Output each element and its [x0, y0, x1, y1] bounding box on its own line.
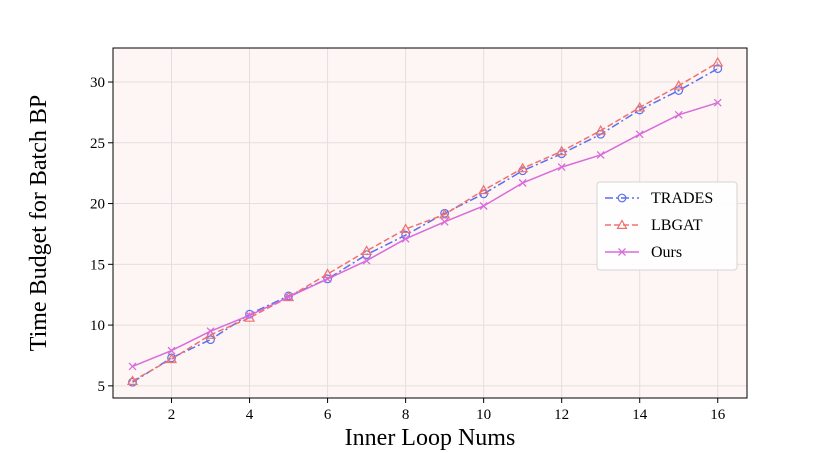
y-tick-label: 25 [90, 136, 105, 152]
data-point [674, 110, 683, 119]
series-line-lbgat [132, 61, 719, 382]
data-point [128, 362, 137, 371]
y-axis-ticks: 5 10 15 20 25 30 [90, 75, 113, 395]
legend-label: LBGAT [651, 217, 703, 234]
y-tick-label: 5 [98, 379, 106, 395]
data-point [595, 124, 607, 135]
data-point [323, 274, 332, 284]
data-point [557, 163, 566, 172]
legend-item-ours: Ours [605, 244, 682, 261]
y-axis-label: Time Budget for Batch BP [26, 95, 52, 351]
x-tick-label: 2 [168, 407, 176, 423]
x-tick-label: 8 [402, 407, 410, 423]
y-tick-label: 30 [90, 75, 105, 91]
legend-label: TRADES [651, 190, 713, 207]
legend: TRADES LBGAT Ours [596, 181, 738, 271]
data-point [126, 375, 139, 385]
data-point [284, 293, 293, 302]
data-point [167, 346, 176, 355]
x-tick-label: 14 [632, 407, 648, 423]
data-point [479, 202, 488, 210]
x-tick-label: 6 [324, 407, 332, 423]
data-point [713, 98, 722, 107]
data-point [401, 234, 410, 243]
data-point [245, 311, 254, 320]
legend-marker [616, 219, 628, 229]
data-point [322, 268, 334, 279]
data-point [440, 217, 449, 226]
data-point [634, 101, 646, 112]
series-ours [128, 98, 722, 371]
legend-item-trades: TRADES [605, 190, 713, 207]
data-point [673, 79, 685, 90]
data-point [712, 56, 724, 67]
y-tick-label: 15 [90, 257, 105, 273]
y-tick-label: 10 [90, 318, 105, 334]
legend-marker [617, 193, 627, 203]
data-point [518, 178, 527, 187]
data-point [400, 223, 412, 234]
data-point [206, 335, 215, 345]
data-point [517, 162, 529, 173]
legend-label: Ours [651, 244, 682, 261]
legend-box [596, 181, 738, 271]
data-point [206, 327, 215, 336]
data-point [323, 274, 332, 283]
data-point [635, 130, 644, 139]
x-axis-label: Inner Loop Nums [345, 425, 516, 451]
data-point [674, 86, 684, 95]
series-layer [126, 56, 724, 387]
x-tick-label: 4 [246, 407, 254, 423]
data-point [361, 245, 373, 255]
data-point [478, 184, 490, 195]
legend-item-lbgat: LBGAT [605, 217, 703, 234]
data-point [439, 208, 451, 219]
data-point [362, 256, 371, 265]
x-tick-label: 16 [710, 407, 726, 423]
y-tick-label: 20 [90, 197, 105, 213]
x-tick-label: 12 [554, 407, 569, 423]
data-point [165, 353, 178, 364]
series-lbgat [126, 56, 724, 385]
legend-marker [618, 248, 626, 256]
data-point [556, 145, 568, 156]
x-axis-ticks: 2 4 6 8 10 12 14 16 [168, 398, 726, 423]
x-tick-label: 10 [476, 407, 491, 423]
data-point [596, 150, 605, 159]
data-point [713, 64, 723, 74]
series-line-ours [132, 101, 718, 368]
plot-frame [112, 47, 748, 399]
